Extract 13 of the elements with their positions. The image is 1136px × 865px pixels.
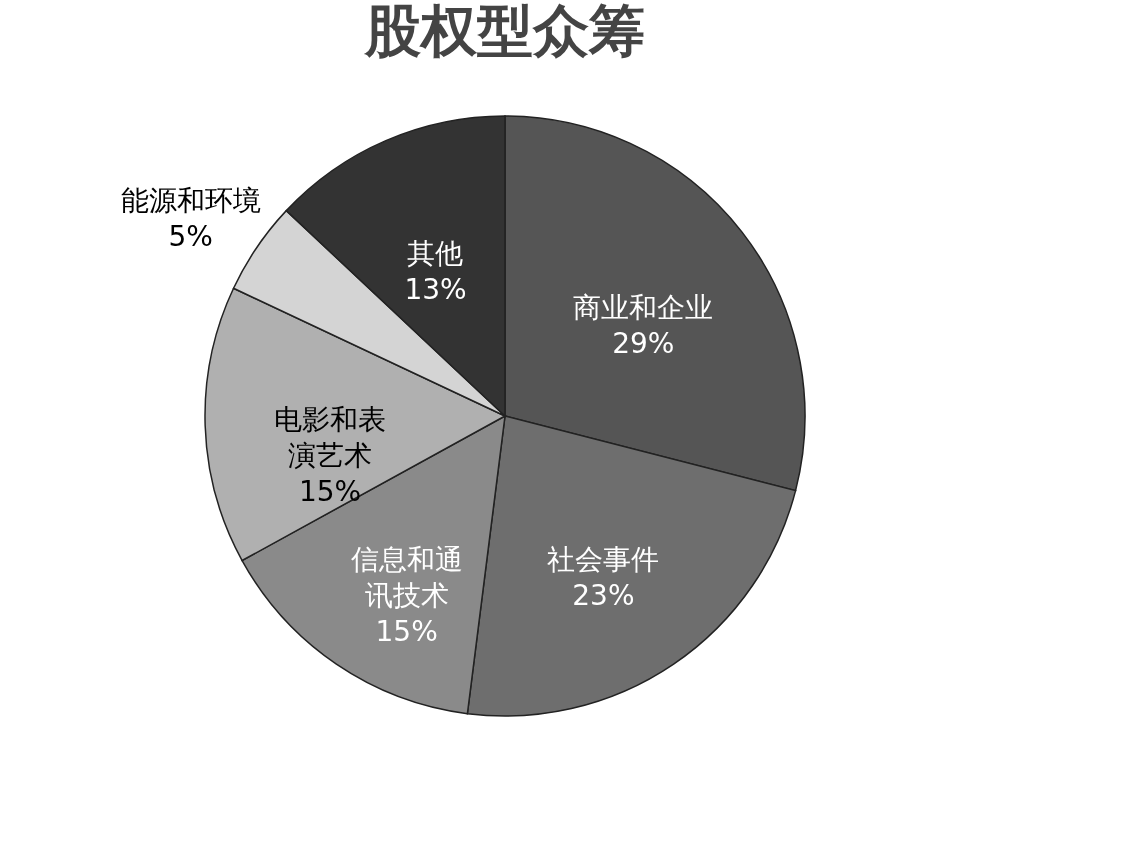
slice-label: 电影和表演艺术	[274, 403, 387, 473]
data-label: 23%	[572, 578, 635, 612]
slice-label: 其他	[407, 237, 464, 271]
slice-label: 信息和通讯技术	[350, 542, 463, 612]
slice-label: 能源和环境	[120, 184, 261, 218]
data-label: 29%	[612, 326, 675, 360]
data-label: 15%	[298, 475, 362, 509]
slice-label: 社会事件	[547, 542, 660, 576]
data-label: 5%	[168, 220, 213, 254]
slice-label: 商业和企业	[573, 290, 714, 324]
data-label: 15%	[375, 614, 438, 648]
data-label: 13%	[404, 273, 467, 307]
chart-title: 股权型众筹	[363, 0, 645, 63]
